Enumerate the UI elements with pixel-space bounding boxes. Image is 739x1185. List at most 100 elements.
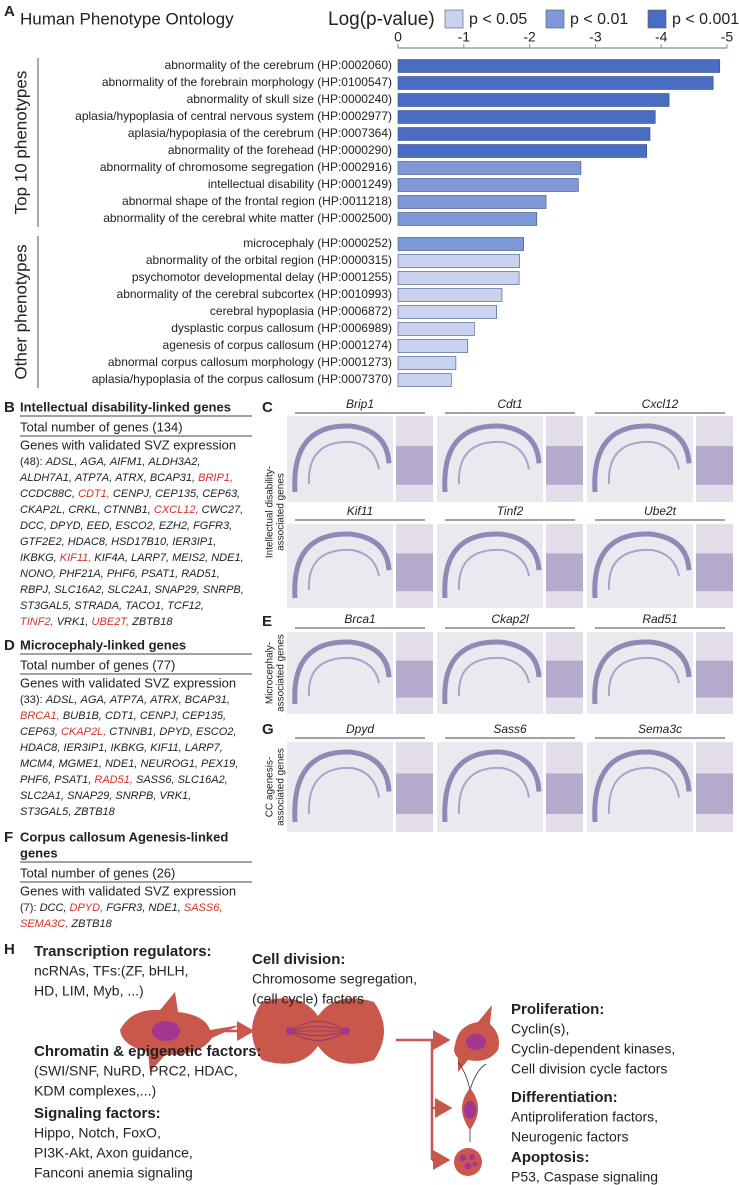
gene-count: (7): xyxy=(20,902,37,914)
nucleus xyxy=(152,1021,180,1041)
bar xyxy=(397,237,524,251)
gene: ST3GAL5, xyxy=(20,600,71,612)
gene: CENPJ, xyxy=(140,710,179,722)
gene: CEP63, xyxy=(20,726,58,738)
block-heading: Differentiation: xyxy=(511,1089,618,1106)
gene-line: (48): ADSL, AGA, AIFM1, ALDH3A2, xyxy=(20,456,200,468)
zoom-image xyxy=(696,632,733,714)
tissue-stain xyxy=(307,656,380,697)
gene-line: DCC, DPYD, EED, ESCO2, EZH2, FGFR3, xyxy=(20,520,232,532)
block-line: (SWI/SNF, NuRD, PRC2, HDAC, xyxy=(34,1063,238,1079)
zoom-stain xyxy=(396,660,433,698)
category-label: abnormality of the cerebrum (HP:0002060) xyxy=(165,58,392,72)
block-line: ncRNAs, TFs:(ZF, bHLH, xyxy=(34,963,189,979)
panel-letter: F xyxy=(4,829,13,846)
gene: ADSL, xyxy=(45,456,78,468)
gene: ALDH7A1, xyxy=(19,472,72,484)
zoom-image xyxy=(546,632,583,714)
gene: ESCO2, xyxy=(115,520,155,532)
block-heading: Transcription regulators: xyxy=(34,943,212,960)
gene: ZBTB18 xyxy=(70,918,112,930)
category-label: cerebral hypoplasia (HP:0006872) xyxy=(210,304,392,318)
gene: AGA, xyxy=(80,456,107,468)
gene: ADSL, xyxy=(45,694,78,706)
zoom-image xyxy=(696,742,733,832)
legend-label: p < 0.05 xyxy=(469,11,527,28)
block-line: P53, Caspase signaling xyxy=(511,1169,658,1185)
gene-line: MCM4, MGME1, NDE1, NEUROG1, PEX19, xyxy=(20,758,238,770)
gene: ZBTB18 xyxy=(131,616,173,628)
block-line: Fanconi anemia signaling xyxy=(34,1165,193,1181)
group-label: Other phenotypes xyxy=(11,244,30,379)
x-tick-label: -5 xyxy=(721,29,734,45)
gene: CXCL12, xyxy=(154,504,199,516)
bar xyxy=(397,127,651,141)
block-heading: Signaling factors: xyxy=(34,1105,161,1122)
gene: BRIP1, xyxy=(198,472,233,484)
gene-line: GTF2E2, HDAC8, HSD17B10, IER3IP1, xyxy=(20,536,216,548)
gene: PHF21A, xyxy=(59,568,104,580)
gene: CCDC88C, xyxy=(20,488,75,500)
gene: SNRPB, xyxy=(203,584,244,596)
bar xyxy=(397,76,714,90)
gene-line: RBPJ, SLC16A2, SLC2A1, SNAP29, SNRPB, xyxy=(20,584,244,596)
gene: PSAT1, xyxy=(54,774,91,786)
block-heading: Cell division: xyxy=(252,951,345,968)
category-label: abnormality of the cerebral subcortex (H… xyxy=(117,287,392,301)
gene-image-label: Sass6 xyxy=(493,722,527,736)
gene: BRCA1, xyxy=(20,710,60,722)
gene: ATP7A, xyxy=(74,472,112,484)
bar xyxy=(397,305,497,319)
gene-line: IKBKG, KIF11, KIF4A, LARP7, MEIS2, NDE1, xyxy=(20,552,244,564)
category-label: aplasia/hypoplasia of the cerebrum (HP:0… xyxy=(128,126,392,140)
x-tick-label: -1 xyxy=(458,29,471,45)
zoom-stain xyxy=(696,660,733,698)
list-header: Genes with validated SVZ expression xyxy=(20,883,236,898)
gene: IKBKG, xyxy=(111,742,148,754)
gene: TINF2, xyxy=(20,616,54,628)
legend-label: p < 0.001 xyxy=(672,11,739,28)
block-heading: Proliferation: xyxy=(511,1001,604,1018)
nucleus xyxy=(466,1034,486,1050)
total-genes: Total number of genes (77) xyxy=(20,657,175,672)
tissue-stain xyxy=(592,423,692,493)
bar xyxy=(397,195,547,209)
gene: PHF6, xyxy=(107,568,138,580)
legend-swatch xyxy=(647,9,667,29)
gene-image-label: Dpyd xyxy=(346,722,374,736)
gene: KIF11, xyxy=(60,552,92,564)
gene: SLC2A1, xyxy=(107,584,151,596)
block-line: KDM complexes,...) xyxy=(34,1083,156,1099)
gene: IER3IP1, xyxy=(172,536,216,548)
gene-line: CCDC88C, CDT1, CENPJ, CEP135, CEP63, xyxy=(20,488,240,500)
neuron-processes xyxy=(457,1061,487,1142)
section-image xyxy=(437,416,543,502)
block-line: Chromosome segregation, xyxy=(252,971,417,987)
gene: ATP7A, xyxy=(109,694,147,706)
legend-swatch xyxy=(444,9,464,29)
gene: STRADA, xyxy=(74,600,122,612)
x-tick-label: -2 xyxy=(523,29,536,45)
tissue-stain xyxy=(442,749,542,823)
x-tick-label: -4 xyxy=(655,29,668,45)
gene-line: PHF6, PSAT1, RAD51, SASS6, SLC16A2, xyxy=(20,774,228,786)
gene: NDE1, xyxy=(211,552,243,564)
gene: BCAP31, xyxy=(150,472,195,484)
gene-line: TINF2, VRK1, UBE2T, ZBTB18 xyxy=(20,616,173,628)
gene-line: NONO, PHF21A, PHF6, PSAT1, RAD51, xyxy=(20,568,220,580)
gene: DPYD, xyxy=(50,520,84,532)
gene: HDAC8, xyxy=(20,742,60,754)
block-line: Antiproliferation factors, xyxy=(511,1109,658,1125)
gene: UBE2T, xyxy=(92,616,130,628)
progenitor-cell xyxy=(120,992,240,1072)
gene: CEP63, xyxy=(202,488,240,500)
gene-image-label: Rad51 xyxy=(642,612,677,626)
bar xyxy=(397,59,721,73)
gene: SLC16A2, xyxy=(178,774,228,786)
gene: PEX19, xyxy=(201,758,238,770)
panel-title: Corpus callosum Agenesis-linked xyxy=(20,829,228,844)
gene: BUB1B, xyxy=(63,710,102,722)
bar xyxy=(397,373,452,387)
gene: ZBTB18 xyxy=(73,806,115,818)
gene: LARP7, xyxy=(185,742,223,754)
